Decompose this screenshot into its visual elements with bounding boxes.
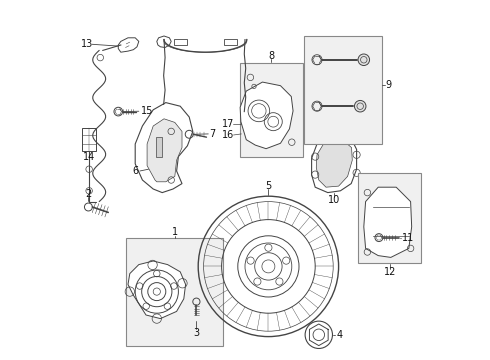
Bar [240,63,303,157]
Text: 16: 16 [222,130,234,140]
Bar [174,39,187,45]
Text: 7: 7 [209,129,215,139]
Bar [156,137,162,157]
Text: 5: 5 [265,181,271,191]
Text: 8: 8 [268,51,274,61]
Polygon shape [240,82,293,149]
Polygon shape [135,103,193,193]
Text: 1: 1 [172,227,178,237]
Text: 15: 15 [141,106,153,116]
Bar [82,128,96,151]
Text: 17: 17 [222,119,234,129]
Text: 9: 9 [386,80,392,90]
Circle shape [354,100,366,112]
Polygon shape [316,140,352,187]
Polygon shape [157,36,171,48]
Text: 6: 6 [133,166,139,176]
Text: 11: 11 [402,233,415,243]
Text: 12: 12 [384,267,396,277]
Polygon shape [147,119,182,182]
Text: 3: 3 [194,328,199,338]
Text: 4: 4 [336,330,342,340]
Text: 14: 14 [83,152,96,162]
Polygon shape [364,187,412,257]
Circle shape [358,54,369,66]
Polygon shape [312,133,357,193]
Text: 10: 10 [328,195,341,205]
Text: 13: 13 [81,39,94,49]
Bar [126,238,223,346]
Polygon shape [118,38,139,52]
Text: 2: 2 [85,189,92,199]
Bar [224,39,237,45]
Bar [304,36,382,144]
Bar [358,173,421,263]
Polygon shape [128,261,186,319]
